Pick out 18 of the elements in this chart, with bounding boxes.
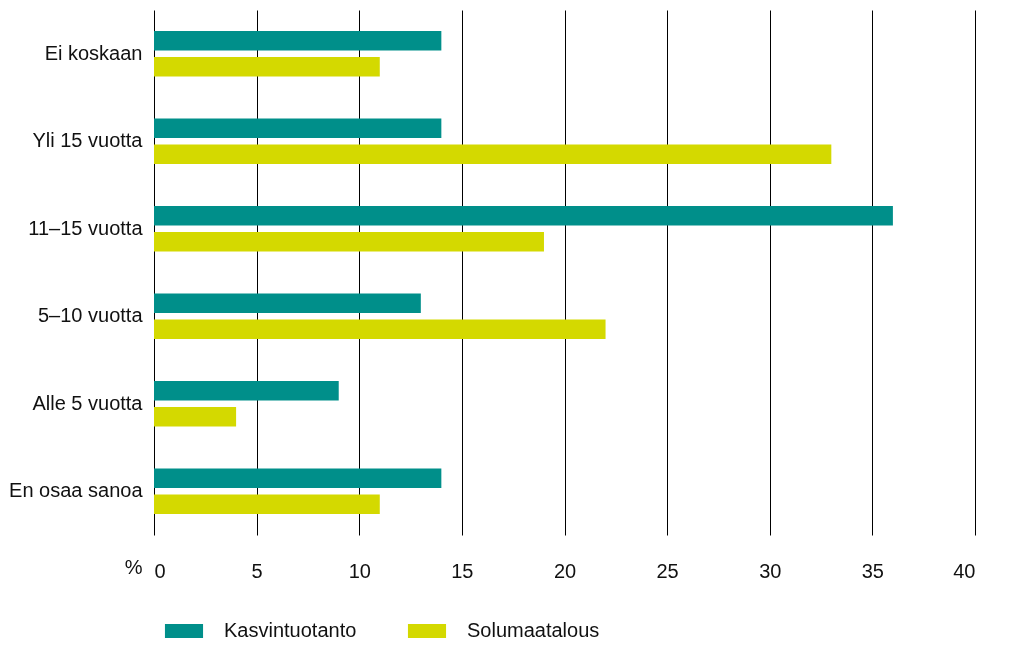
x-tick-label: 35 xyxy=(861,559,884,582)
x-tick-label: 15 xyxy=(451,559,474,582)
legend-label: Solumaatalous xyxy=(467,619,600,641)
y-tick-label: Yli 15 vuotta xyxy=(32,129,144,152)
y-tick-label: Ei koskaan xyxy=(44,41,143,64)
x-tick-label: 10 xyxy=(348,559,371,582)
y-tick-label: 5–10 vuotta xyxy=(37,304,144,327)
y-tick-label: Alle 5 vuotta xyxy=(32,391,144,414)
x-axis-title: % xyxy=(124,555,143,578)
y-tick-label: En osaa sanoa xyxy=(9,479,144,502)
x-tick-label: 40 xyxy=(953,559,976,582)
x-tick-label: 20 xyxy=(553,559,577,582)
x-tick-label: 30 xyxy=(759,559,782,582)
x-tick-label: 5 xyxy=(251,559,263,582)
x-tick-label: 25 xyxy=(656,559,679,582)
x-tick-label: 0 xyxy=(154,559,166,582)
legend-label: Kasvintuotanto xyxy=(224,619,357,641)
y-tick-label: 11–15 vuotta xyxy=(28,216,144,239)
